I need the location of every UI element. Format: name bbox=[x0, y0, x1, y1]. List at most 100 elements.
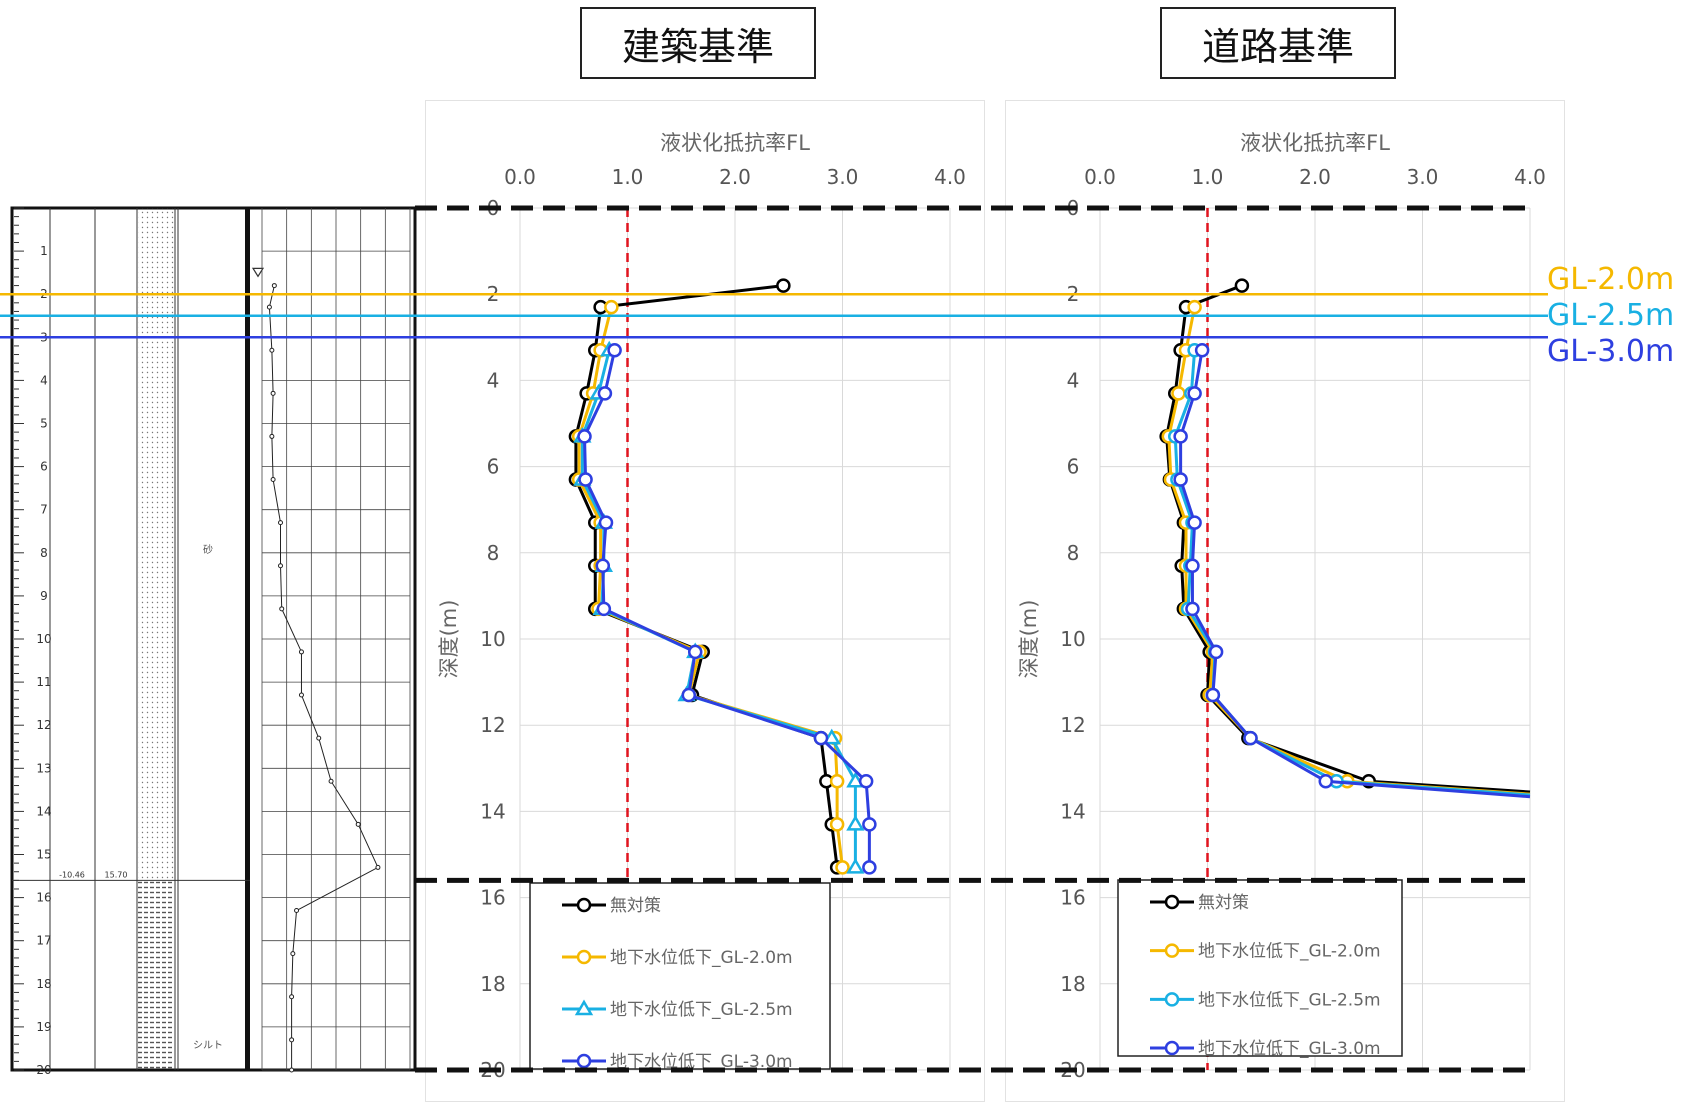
data-point-marker bbox=[1234, 278, 1250, 293]
n-value-point bbox=[316, 735, 322, 741]
fl-chart-left: 0.01.02.03.04.002468101214161820液状化抵抗率FL… bbox=[437, 131, 966, 1082]
y-tick-label: 16 bbox=[1060, 886, 1085, 910]
legend-box bbox=[1117, 879, 1403, 1057]
y-axis-title: 深度(m) bbox=[1017, 600, 1041, 679]
data-point-marker bbox=[1194, 342, 1210, 358]
legend-entry-label: 地下水位低下_GL-3.0m bbox=[610, 1052, 793, 1072]
n-value-point bbox=[355, 821, 361, 827]
legend-marker bbox=[1164, 894, 1180, 910]
data-point-marker bbox=[846, 857, 865, 874]
boring-log-depth-label: 7 bbox=[40, 503, 48, 517]
data-point-marker bbox=[578, 472, 593, 487]
y-tick-label: 14 bbox=[1060, 799, 1085, 823]
chart-title-left: 建築基準 bbox=[580, 7, 816, 79]
n-value-point bbox=[375, 864, 381, 870]
data-point-marker bbox=[846, 814, 865, 831]
fl-chart-right: 0.01.02.03.04.002468101214161820液状化抵抗率FL… bbox=[1017, 131, 1546, 1082]
x-tick-label: 0.0 bbox=[1084, 165, 1116, 189]
y-axis-title: 深度(m) bbox=[437, 600, 461, 679]
data-point-marker bbox=[813, 730, 829, 746]
layer-thickness-text: 15.70 bbox=[105, 870, 128, 879]
y-tick-label: 18 bbox=[480, 972, 505, 996]
boring-log-depth-label: 5 bbox=[40, 417, 48, 431]
x-axis-title: 液状化抵抗率FL bbox=[660, 131, 810, 155]
n-value-point bbox=[298, 692, 304, 698]
n-value-point bbox=[278, 520, 283, 526]
boring-log-depth-label: 12 bbox=[36, 718, 51, 732]
legend-marker bbox=[576, 897, 592, 913]
data-point-marker bbox=[1187, 386, 1202, 401]
y-tick-label: 6 bbox=[1067, 455, 1080, 479]
boring-log: 1234567891011121314151617181920-10.4615.… bbox=[10, 206, 417, 1077]
y-tick-label: 14 bbox=[480, 799, 505, 823]
data-point-marker bbox=[862, 860, 877, 875]
n-value-profile-line bbox=[268, 285, 379, 1070]
series-line bbox=[580, 349, 857, 868]
series-無対策 bbox=[1159, 278, 1531, 794]
series-地下水位低下_GL-2.5m bbox=[573, 340, 865, 874]
data-point-marker bbox=[687, 644, 703, 660]
groundwater-level-label: GL-3.0m bbox=[1547, 334, 1675, 369]
boring-log-depth-label: 17 bbox=[36, 934, 51, 948]
series-地下水位低下_GL-2.0m bbox=[1161, 299, 1531, 796]
boring-log-depth-label: 6 bbox=[40, 460, 48, 474]
n-value-point bbox=[298, 649, 304, 655]
n-value-point bbox=[289, 994, 295, 1000]
y-tick-label: 18 bbox=[1060, 972, 1085, 996]
n-value-point bbox=[328, 778, 334, 784]
data-point-marker bbox=[862, 817, 877, 832]
n-value-point bbox=[266, 304, 272, 310]
x-tick-label: 4.0 bbox=[934, 165, 966, 189]
boring-log-depth-label: 8 bbox=[40, 546, 48, 560]
data-point-marker bbox=[1205, 687, 1221, 703]
data-point-marker bbox=[1173, 429, 1188, 444]
series-line bbox=[574, 284, 839, 868]
x-tick-label: 1.0 bbox=[612, 165, 644, 189]
legend-entry-label: 地下水位低下_GL-2.5m bbox=[610, 1000, 793, 1020]
y-tick-label: 12 bbox=[480, 713, 505, 737]
x-tick-label: 2.0 bbox=[719, 165, 751, 189]
silt-layer-fill bbox=[138, 880, 174, 1070]
legend-entry-label: 地下水位低下_GL-2.0m bbox=[1198, 942, 1381, 962]
legend-marker bbox=[1164, 992, 1180, 1007]
sand-layer-fill bbox=[138, 208, 174, 881]
y-tick-label: 10 bbox=[1060, 627, 1085, 651]
n-value-point bbox=[279, 606, 285, 612]
data-point-marker bbox=[595, 558, 611, 573]
series-line bbox=[577, 306, 844, 868]
boring-log-depth-label: 13 bbox=[36, 761, 51, 775]
data-point-marker bbox=[597, 386, 613, 401]
legend-marker bbox=[576, 949, 592, 965]
y-tick-label: 4 bbox=[487, 368, 500, 392]
legend-entry-label: 地下水位低下_GL-2.0m bbox=[610, 948, 793, 968]
series-地下水位低下_GL-2.5m bbox=[1168, 342, 1531, 797]
data-point-marker bbox=[607, 342, 622, 358]
series-地下水位低下_GL-3.0m bbox=[1173, 342, 1531, 799]
boring-log-depth-label: 15 bbox=[36, 848, 51, 862]
series-地下水位低下_GL-2.0m bbox=[571, 299, 850, 875]
legend-marker bbox=[576, 1053, 592, 1069]
boring-log-depth-label: 20 bbox=[36, 1063, 51, 1077]
boring-log-depth-label: 11 bbox=[36, 675, 51, 689]
y-tick-label: 8 bbox=[487, 541, 500, 565]
x-tick-label: 0.0 bbox=[504, 165, 536, 189]
x-axis-title: 液状化抵抗率FL bbox=[1240, 131, 1390, 155]
y-tick-label: 10 bbox=[480, 627, 505, 651]
n-value-point bbox=[271, 283, 277, 289]
data-point-marker bbox=[829, 773, 845, 789]
groundwater-level-label: GL-2.5m bbox=[1547, 298, 1675, 333]
series-line bbox=[1179, 349, 1531, 799]
legend-entry-label: 地下水位低下_GL-2.5m bbox=[1198, 990, 1381, 1010]
n-value-point bbox=[269, 433, 275, 439]
data-point-marker bbox=[1173, 472, 1188, 487]
boring-log-depth-label: 18 bbox=[36, 977, 51, 991]
x-tick-label: 2.0 bbox=[1299, 165, 1331, 189]
y-tick-label: 8 bbox=[1067, 541, 1080, 565]
upper-soil-name: 砂 bbox=[203, 543, 213, 556]
n-value-point bbox=[289, 1037, 295, 1043]
data-point-marker bbox=[1185, 601, 1200, 617]
n-value-point bbox=[270, 390, 276, 396]
y-tick-label: 4 bbox=[1067, 368, 1080, 392]
boring-log-depth-label: 4 bbox=[40, 373, 48, 387]
